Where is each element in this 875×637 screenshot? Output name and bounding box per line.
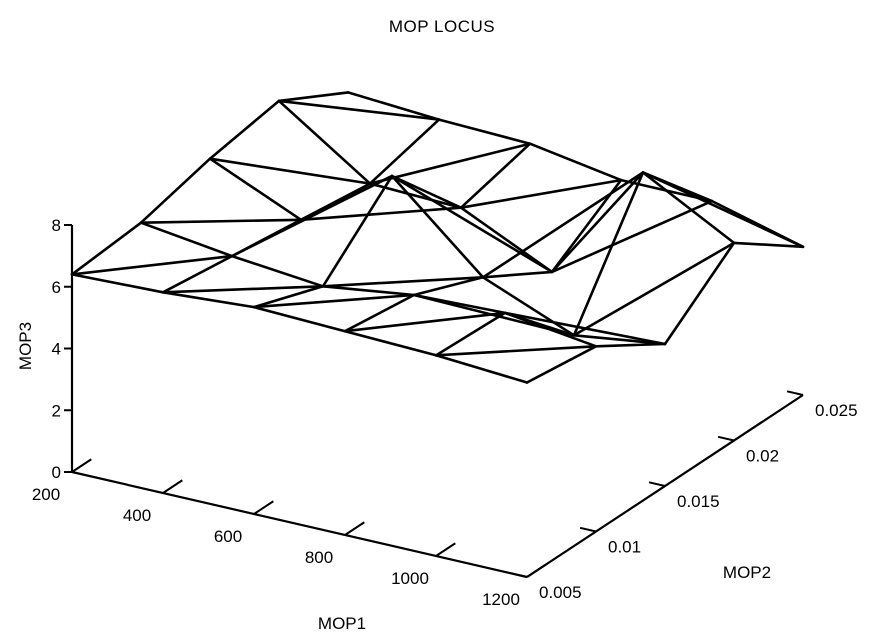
mesh-edge-mop2 bbox=[732, 241, 805, 249]
x-tick-label: 1000 bbox=[391, 569, 429, 588]
mesh-edge-mop1 bbox=[139, 221, 234, 258]
ticks: 0 2 4 6 8 200 400 600 800 1000 1200 0.005 0.01 0.015 0… bbox=[32, 216, 858, 609]
x-tick-label: 1200 bbox=[482, 590, 520, 609]
mesh-edge-diagonal bbox=[550, 199, 714, 274]
mesh-edge-mop1 bbox=[572, 333, 667, 346]
mesh-edge-diagonal bbox=[321, 275, 485, 288]
mesh-edge-mop1 bbox=[343, 329, 438, 357]
y-tick-label: 0.01 bbox=[608, 538, 641, 557]
chart-title: MOP LOCUS bbox=[389, 17, 495, 36]
mesh-edge-mop2 bbox=[412, 275, 485, 297]
mesh-edge-mop1 bbox=[710, 199, 805, 249]
x-tick-mark bbox=[253, 500, 274, 515]
y-tick-mark bbox=[579, 526, 597, 533]
mesh-edge-diagonal bbox=[277, 99, 441, 121]
x-tick-mark bbox=[344, 521, 365, 536]
x-tick-mark bbox=[526, 563, 547, 578]
mesh-edge-mop2 bbox=[343, 293, 416, 333]
x-tick-mark bbox=[71, 458, 92, 473]
mesh-edge-mop1 bbox=[321, 284, 416, 297]
mesh-edge-mop1 bbox=[437, 118, 532, 145]
mesh-edge-mop1 bbox=[230, 254, 325, 288]
mesh-edge-mop2 bbox=[161, 254, 234, 294]
x-tick-mark bbox=[435, 542, 456, 557]
mesh-edge-mop1 bbox=[208, 157, 303, 222]
mesh-edge-mop2 bbox=[252, 284, 325, 309]
mesh-edge-diagonal bbox=[434, 344, 598, 357]
x-axis-line bbox=[71, 470, 528, 579]
mesh-edge-diagonal bbox=[161, 284, 325, 294]
mesh-edge-mop2 bbox=[572, 171, 645, 337]
mesh-edge-diagonal bbox=[572, 241, 736, 337]
z-tick-label: 8 bbox=[52, 216, 61, 235]
y-tick-mark bbox=[786, 390, 804, 396]
mesh-edge-mop1 bbox=[434, 353, 529, 384]
mesh-edge-mop2 bbox=[481, 270, 554, 279]
z-tick-label: 6 bbox=[52, 278, 61, 297]
y-tick-label: 0.015 bbox=[677, 492, 720, 511]
mesh-edge-diagonal bbox=[139, 218, 303, 224]
x-tick-mark bbox=[162, 479, 183, 494]
y-tick-label: 0.005 bbox=[539, 583, 582, 602]
x-tick-label: 200 bbox=[32, 485, 60, 504]
mesh-edge-mop1 bbox=[390, 174, 485, 279]
mesh-edge-mop2 bbox=[550, 178, 623, 274]
z-tick-label: 2 bbox=[52, 401, 61, 420]
x-axis-label: MOP1 bbox=[318, 614, 366, 633]
mesh-edge-mop1 bbox=[550, 171, 645, 274]
mesh-edge-diagonal bbox=[299, 206, 463, 222]
mesh-edge-diagonal bbox=[70, 254, 234, 276]
mesh-edge-mop2 bbox=[139, 157, 212, 224]
mesh-edge-mop2 bbox=[663, 241, 736, 346]
axes bbox=[70, 225, 804, 579]
mesh-edge-mop1 bbox=[70, 273, 165, 294]
mesh-edge-mop2 bbox=[390, 174, 463, 209]
mesh-edge-diagonal bbox=[390, 174, 554, 274]
y-axis-label: MOP2 bbox=[723, 563, 771, 582]
mesh-edge-mop2 bbox=[368, 118, 441, 185]
mesh-edge-mop1 bbox=[503, 311, 598, 348]
y-tick-label: 0.02 bbox=[746, 447, 779, 466]
z-axis-label: MOP3 bbox=[16, 322, 35, 370]
y-tick-label: 0.025 bbox=[815, 401, 858, 420]
mesh-edge-mop2 bbox=[434, 311, 507, 357]
mesh-edge-mop2 bbox=[70, 221, 143, 276]
mesh-edge-diagonal bbox=[459, 178, 623, 209]
y-tick-mark bbox=[510, 572, 528, 578]
x-tick-label: 800 bbox=[305, 548, 333, 567]
mesh-edge-mop1 bbox=[528, 142, 623, 182]
mesh-edge-mop2 bbox=[321, 174, 394, 288]
mesh-edge-mop1 bbox=[161, 290, 256, 309]
mesh-edge-diagonal bbox=[208, 157, 372, 185]
mesh-edge-diagonal bbox=[343, 311, 507, 333]
mesh-edge-mop2 bbox=[277, 91, 350, 103]
mesh-edge-mop2 bbox=[594, 342, 667, 348]
z-tick-label: 0 bbox=[52, 463, 61, 482]
mesh-edge-diagonal bbox=[481, 171, 645, 279]
mesh-surface bbox=[70, 91, 805, 384]
mesh-edge-mop1 bbox=[277, 99, 372, 185]
mesh-edge-mop1 bbox=[459, 206, 554, 274]
mesh-edge-mop1 bbox=[481, 275, 576, 337]
mesh-edge-mop1 bbox=[299, 174, 394, 222]
mesh-edge-mop2 bbox=[459, 142, 532, 209]
y-tick-mark bbox=[648, 481, 666, 487]
mesh-edge-mop1 bbox=[641, 171, 736, 245]
mesh-edge-mop2 bbox=[208, 99, 281, 160]
mesh-edge-mop2 bbox=[525, 344, 598, 384]
mesh-edge-mop1 bbox=[252, 305, 347, 333]
x-tick-label: 600 bbox=[214, 527, 242, 546]
y-tick-mark bbox=[717, 435, 735, 442]
x-tick-label: 400 bbox=[123, 506, 151, 525]
mesh-edge-diagonal bbox=[252, 293, 416, 309]
mesh-edge-mop1 bbox=[346, 91, 441, 121]
z-tick-label: 4 bbox=[52, 340, 61, 359]
